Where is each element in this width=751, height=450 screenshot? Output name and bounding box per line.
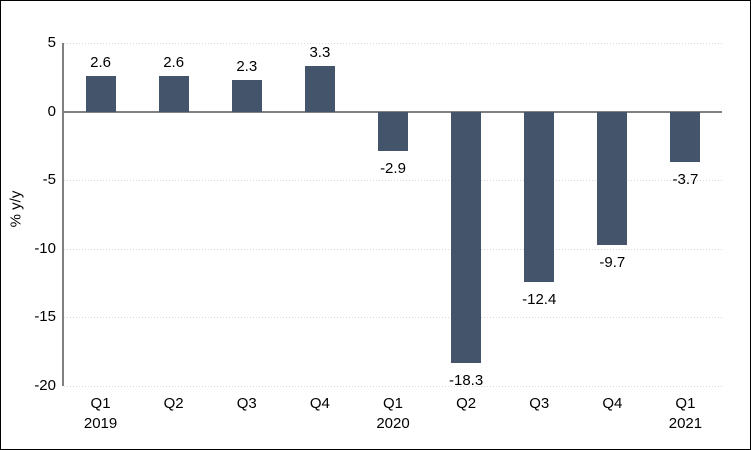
y-axis-line (62, 43, 64, 386)
bar-value-label: -2.9 (380, 160, 406, 178)
bar-value-label: -12.4 (522, 290, 557, 308)
bar (451, 111, 482, 363)
gridline (64, 386, 722, 387)
y-axis-title: % y/y (7, 190, 25, 228)
bar-value-label: 2.3 (236, 58, 258, 76)
x-year-label: 2019 (83, 415, 118, 432)
x-tick-label: Q1 (90, 395, 111, 412)
y-tick-label: -5 (42, 171, 56, 189)
bar-value-label: 2.6 (163, 53, 185, 71)
bar (85, 75, 116, 112)
bar-value-label: 2.6 (90, 53, 111, 71)
bar (378, 111, 408, 152)
y-tick-label: -15 (34, 308, 56, 326)
x-tick-label: Q3 (529, 395, 550, 412)
bar-value-label: -9.7 (599, 253, 626, 271)
bar (524, 111, 555, 282)
gridline (64, 317, 722, 319)
x-tick-label: Q3 (236, 395, 257, 412)
x-tick-label: Q1 (675, 395, 696, 412)
gridline (64, 43, 722, 44)
gridline (64, 248, 722, 250)
bar-value-label: -18.3 (449, 371, 484, 389)
y-tick-label: -10 (34, 239, 56, 257)
x-year-label: 2021 (668, 415, 703, 432)
gridline (64, 180, 722, 182)
y-tick-label: 0 (47, 102, 56, 120)
y-tick-label: -20 (34, 377, 56, 394)
bar (158, 75, 189, 112)
x-tick-label: Q2 (163, 395, 184, 412)
bar (670, 111, 701, 163)
x-tick-label: Q4 (309, 395, 330, 412)
bar (304, 66, 335, 112)
y-tick-label: 5 (47, 34, 56, 51)
bar-value-label: 3.3 (309, 44, 331, 62)
bar (597, 111, 628, 245)
bar (231, 80, 262, 112)
x-year-label: 2020 (376, 415, 410, 432)
bar-value-label: -3.7 (672, 171, 699, 189)
x-tick-label: Q1 (382, 395, 403, 412)
x-tick-label: Q2 (456, 395, 477, 412)
x-tick-label: Q4 (602, 395, 623, 412)
